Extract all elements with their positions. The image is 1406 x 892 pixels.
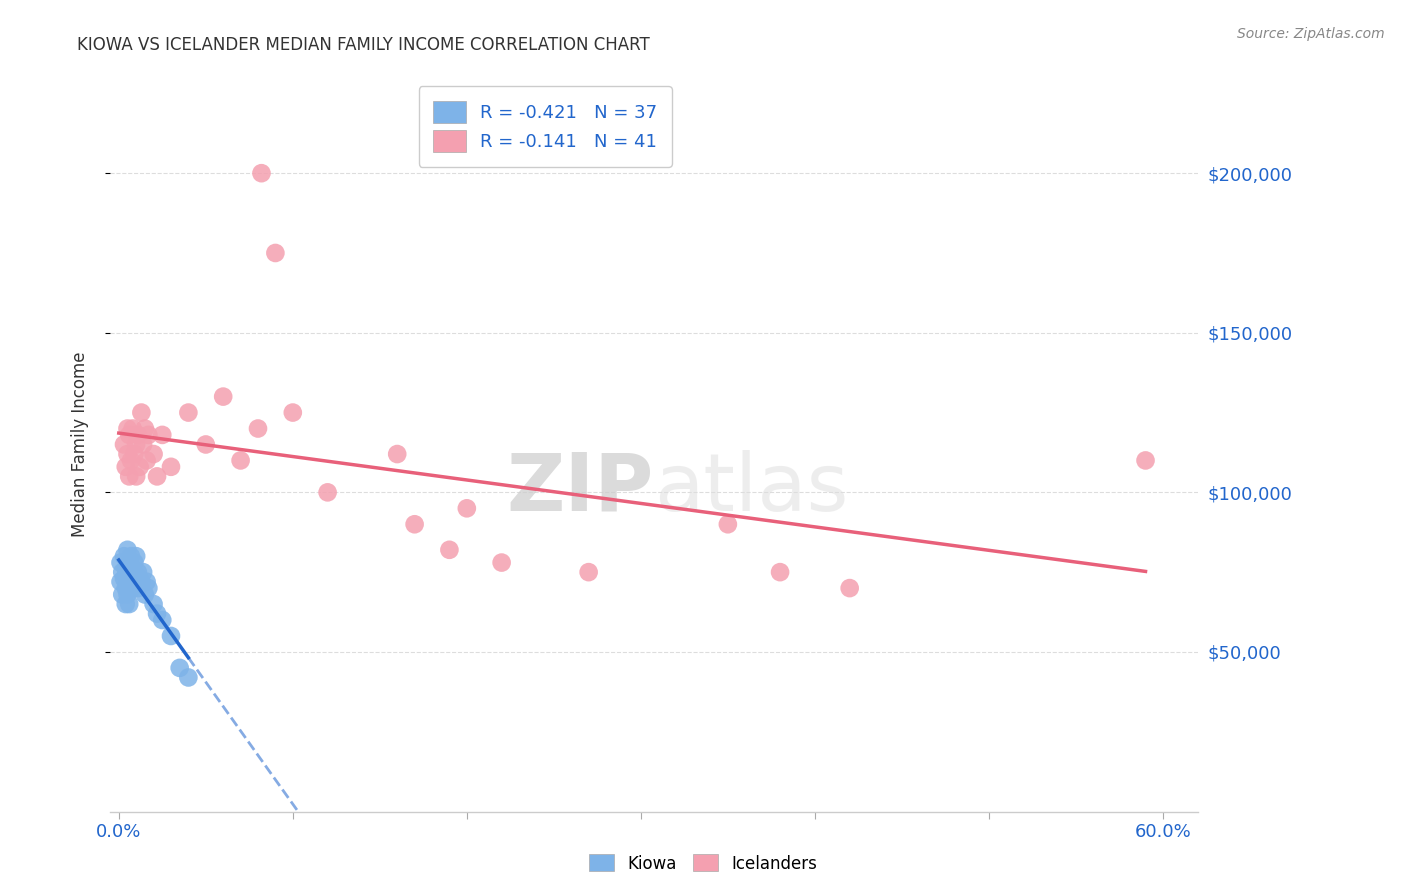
- Point: [111, 565, 134, 579]
- Point: [769, 565, 792, 579]
- Point: [169, 661, 191, 675]
- Point: [118, 574, 141, 589]
- Point: [124, 447, 146, 461]
- Point: [229, 453, 252, 467]
- Point: [146, 607, 169, 621]
- Point: [160, 629, 183, 643]
- Point: [111, 587, 134, 601]
- Point: [135, 574, 157, 589]
- Point: [127, 565, 149, 579]
- Point: [194, 437, 217, 451]
- Text: atlas: atlas: [654, 450, 848, 527]
- Point: [127, 428, 149, 442]
- Point: [118, 597, 141, 611]
- Point: [114, 597, 136, 611]
- Point: [491, 556, 513, 570]
- Point: [114, 562, 136, 576]
- Point: [125, 568, 148, 582]
- Point: [138, 581, 160, 595]
- Point: [146, 469, 169, 483]
- Point: [110, 574, 132, 589]
- Point: [127, 581, 149, 595]
- Point: [138, 428, 160, 442]
- Y-axis label: Median Family Income: Median Family Income: [72, 351, 89, 537]
- Point: [387, 447, 409, 461]
- Point: [717, 517, 740, 532]
- Point: [404, 517, 426, 532]
- Point: [177, 406, 200, 420]
- Point: [142, 597, 165, 611]
- Point: [250, 166, 273, 180]
- Legend: R = -0.421   N = 37, R = -0.141   N = 41: R = -0.421 N = 37, R = -0.141 N = 41: [419, 87, 672, 167]
- Text: Source: ZipAtlas.com: Source: ZipAtlas.com: [1237, 27, 1385, 41]
- Point: [134, 421, 156, 435]
- Point: [112, 572, 135, 586]
- Point: [128, 572, 150, 586]
- Point: [117, 587, 139, 601]
- Point: [112, 549, 135, 564]
- Point: [125, 437, 148, 451]
- Point: [114, 459, 136, 474]
- Point: [131, 574, 153, 589]
- Point: [121, 581, 143, 595]
- Point: [264, 246, 287, 260]
- Point: [114, 581, 136, 595]
- Point: [1135, 453, 1157, 467]
- Point: [578, 565, 600, 579]
- Point: [117, 542, 139, 557]
- Point: [132, 437, 155, 451]
- Point: [124, 574, 146, 589]
- Point: [128, 459, 150, 474]
- Point: [134, 587, 156, 601]
- Point: [131, 406, 153, 420]
- Text: KIOWA VS ICELANDER MEDIAN FAMILY INCOME CORRELATION CHART: KIOWA VS ICELANDER MEDIAN FAMILY INCOME …: [77, 36, 650, 54]
- Point: [132, 565, 155, 579]
- Point: [281, 406, 304, 420]
- Point: [212, 390, 235, 404]
- Point: [125, 549, 148, 564]
- Point: [135, 453, 157, 467]
- Point: [120, 549, 142, 564]
- Point: [838, 581, 860, 595]
- Point: [124, 556, 146, 570]
- Point: [118, 428, 141, 442]
- Point: [177, 670, 200, 684]
- Point: [150, 428, 173, 442]
- Point: [121, 421, 143, 435]
- Point: [439, 542, 461, 557]
- Point: [142, 447, 165, 461]
- Point: [117, 421, 139, 435]
- Point: [316, 485, 339, 500]
- Point: [456, 501, 478, 516]
- Point: [112, 437, 135, 451]
- Point: [150, 613, 173, 627]
- Point: [121, 562, 143, 576]
- Point: [117, 565, 139, 579]
- Point: [118, 469, 141, 483]
- Point: [125, 469, 148, 483]
- Point: [110, 556, 132, 570]
- Point: [120, 568, 142, 582]
- Point: [120, 453, 142, 467]
- Text: ZIP: ZIP: [506, 450, 654, 527]
- Point: [246, 421, 269, 435]
- Legend: Kiowa, Icelanders: Kiowa, Icelanders: [582, 847, 824, 880]
- Point: [117, 447, 139, 461]
- Point: [160, 459, 183, 474]
- Point: [118, 556, 141, 570]
